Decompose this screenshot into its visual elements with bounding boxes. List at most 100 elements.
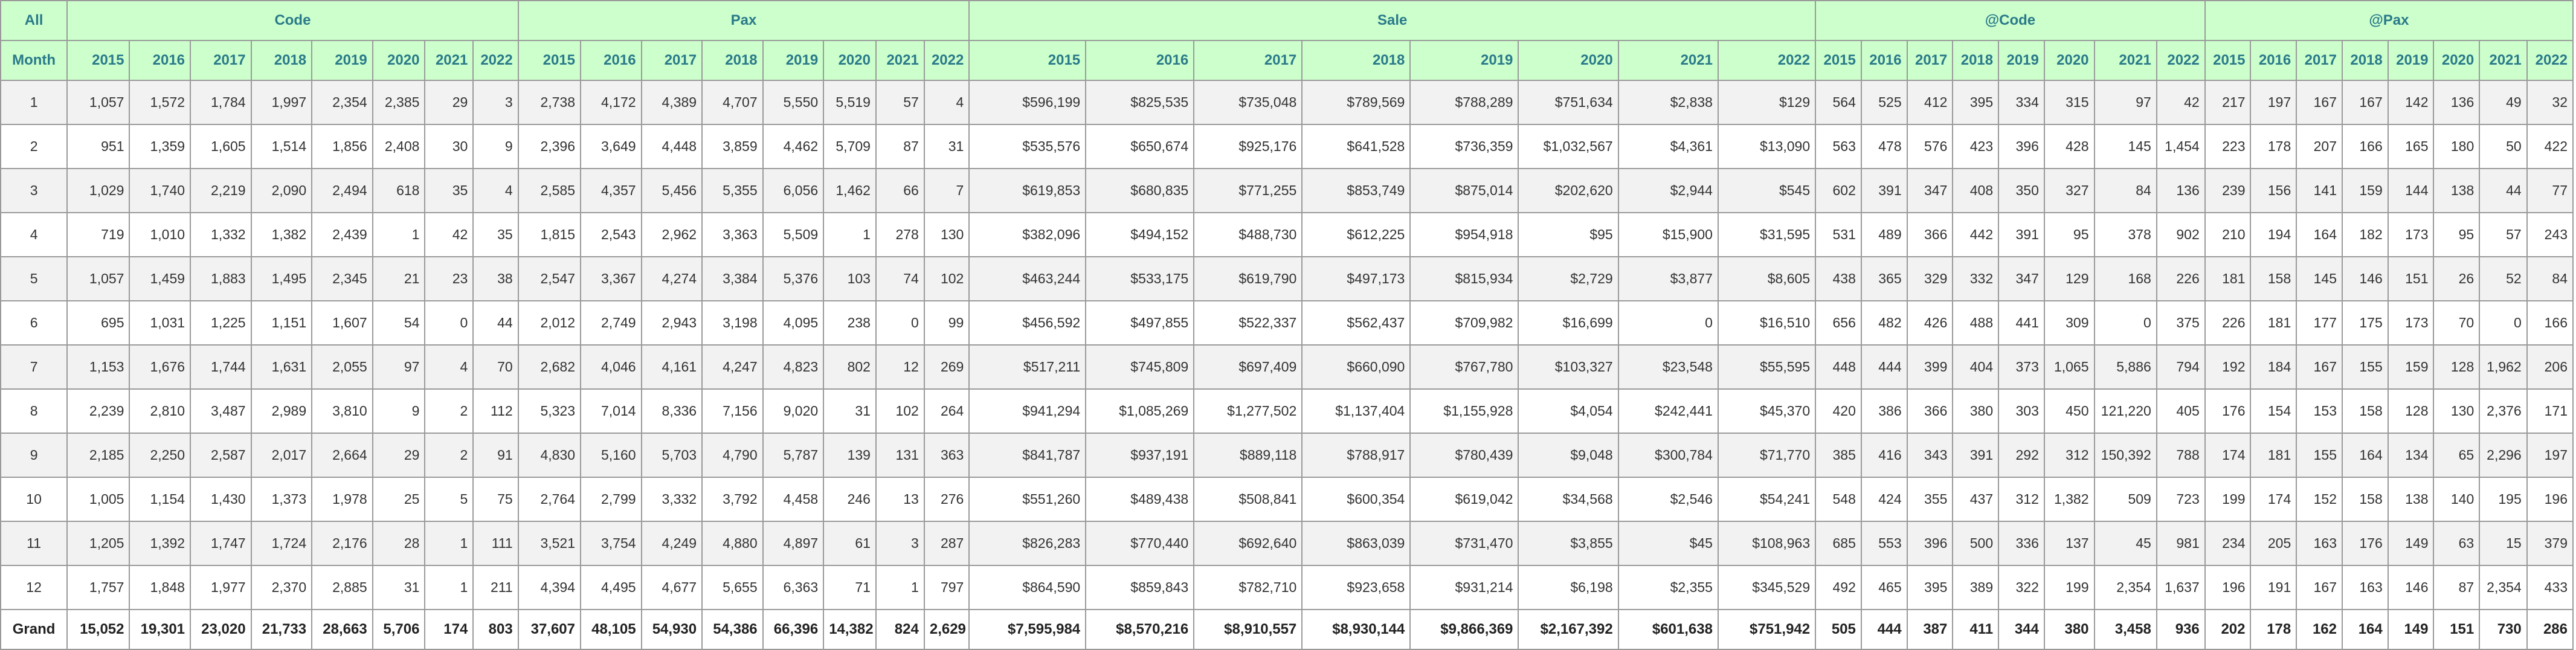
sale-cell: $463,244 bbox=[968, 256, 1087, 301]
year-header-pax-2019[interactable]: 2019 bbox=[762, 40, 825, 81]
apax-cell: 433 bbox=[2526, 565, 2574, 610]
pax-cell: 66,396 bbox=[762, 609, 825, 650]
year-header-sale-2016[interactable]: 2016 bbox=[1085, 40, 1195, 81]
year-header-pax-2018[interactable]: 2018 bbox=[701, 40, 764, 81]
year-header-sale-2022[interactable]: 2022 bbox=[1717, 40, 1817, 81]
year-header-sale-2019[interactable]: 2019 bbox=[1409, 40, 1519, 81]
year-header-pax-2022[interactable]: 2022 bbox=[923, 40, 970, 81]
year-header-code-2022[interactable]: 2022 bbox=[472, 40, 519, 81]
acode-cell: 416 bbox=[1860, 433, 1908, 478]
year-header-pax-2016[interactable]: 2016 bbox=[580, 40, 642, 81]
apax-cell: 152 bbox=[2296, 477, 2343, 522]
sale-cell: $751,634 bbox=[1518, 80, 1619, 125]
sale-cell: $108,963 bbox=[1717, 521, 1817, 566]
sale-cell: $16,699 bbox=[1518, 300, 1619, 346]
pax-cell: 4,677 bbox=[640, 565, 703, 610]
apax-cell: 163 bbox=[2296, 521, 2343, 566]
year-header-acode-2015[interactable]: 2015 bbox=[1815, 40, 1862, 81]
month-header[interactable]: Month bbox=[0, 40, 68, 81]
year-header-pax-2020[interactable]: 2020 bbox=[823, 40, 877, 81]
month-cell: 3 bbox=[0, 168, 68, 213]
acode-cell: 442 bbox=[1952, 212, 2000, 257]
year-header-apax-2021[interactable]: 2021 bbox=[2479, 40, 2528, 81]
year-header-acode-2022[interactable]: 2022 bbox=[2156, 40, 2206, 81]
pax-cell: 4,448 bbox=[640, 124, 703, 169]
year-header-code-2018[interactable]: 2018 bbox=[250, 40, 313, 81]
year-header-acode-2018[interactable]: 2018 bbox=[1952, 40, 2000, 81]
year-header-apax-2015[interactable]: 2015 bbox=[2204, 40, 2252, 81]
year-header-acode-2019[interactable]: 2019 bbox=[1998, 40, 2045, 81]
group-header-pax[interactable]: Pax bbox=[517, 0, 970, 41]
group-header-avg-pax[interactable]: @Pax bbox=[2204, 0, 2574, 41]
acode-cell: 322 bbox=[1998, 565, 2045, 610]
code-cell: 70 bbox=[472, 344, 519, 390]
year-header-code-2015[interactable]: 2015 bbox=[66, 40, 130, 81]
pax-cell: 57 bbox=[875, 80, 925, 125]
year-header-acode-2021[interactable]: 2021 bbox=[2093, 40, 2157, 81]
apax-cell: 95 bbox=[2433, 212, 2481, 257]
year-header-acode-2020[interactable]: 2020 bbox=[2043, 40, 2095, 81]
code-cell: 1,757 bbox=[66, 565, 130, 610]
year-header-acode-2017[interactable]: 2017 bbox=[1906, 40, 1954, 81]
year-header-apax-2018[interactable]: 2018 bbox=[2341, 40, 2389, 81]
year-header-apax-2019[interactable]: 2019 bbox=[2387, 40, 2435, 81]
pax-cell: 71 bbox=[823, 565, 877, 610]
apax-cell: 196 bbox=[2204, 565, 2252, 610]
apax-cell: 197 bbox=[2250, 80, 2297, 125]
code-cell: 1,740 bbox=[129, 168, 192, 213]
acode-cell: 129 bbox=[2043, 256, 2095, 301]
acode-cell: 936 bbox=[2156, 609, 2206, 650]
year-header-pax-2017[interactable]: 2017 bbox=[640, 40, 703, 81]
year-header-sale-2015[interactable]: 2015 bbox=[968, 40, 1087, 81]
year-header-pax-2021[interactable]: 2021 bbox=[875, 40, 925, 81]
acode-cell: 312 bbox=[1998, 477, 2045, 522]
year-header-sale-2017[interactable]: 2017 bbox=[1193, 40, 1303, 81]
table-row: 4 719 1,010 1,332 1,382 2,439 1 42 35 1,815 2,543 2… bbox=[0, 212, 2574, 257]
year-header-code-2019[interactable]: 2019 bbox=[311, 40, 373, 81]
year-header-acode-2016[interactable]: 2016 bbox=[1860, 40, 1908, 81]
acode-cell: 350 bbox=[1998, 168, 2045, 213]
pax-cell: 4,707 bbox=[701, 80, 764, 125]
pax-cell: 797 bbox=[923, 565, 970, 610]
all-header[interactable]: All bbox=[0, 0, 68, 41]
pax-cell: 54,386 bbox=[701, 609, 764, 650]
year-header-apax-2017[interactable]: 2017 bbox=[2296, 40, 2343, 81]
sale-cell: $8,930,144 bbox=[1301, 609, 1411, 650]
acode-cell: 412 bbox=[1906, 80, 1954, 125]
year-header-code-2016[interactable]: 2016 bbox=[129, 40, 192, 81]
acode-cell: 168 bbox=[2093, 256, 2157, 301]
acode-cell: 492 bbox=[1815, 565, 1862, 610]
acode-cell: 332 bbox=[1952, 256, 2000, 301]
sale-cell: $31,595 bbox=[1717, 212, 1817, 257]
pax-cell: 363 bbox=[923, 433, 970, 478]
year-header-code-2020[interactable]: 2020 bbox=[372, 40, 426, 81]
group-header-code[interactable]: Code bbox=[66, 0, 519, 41]
sale-cell: $103,327 bbox=[1518, 344, 1619, 390]
year-header-code-2021[interactable]: 2021 bbox=[424, 40, 474, 81]
code-cell: 1,607 bbox=[311, 300, 373, 346]
code-cell: 1,031 bbox=[129, 300, 192, 346]
sale-cell: $533,175 bbox=[1085, 256, 1195, 301]
year-header-sale-2020[interactable]: 2020 bbox=[1518, 40, 1619, 81]
code-cell: 618 bbox=[372, 168, 426, 213]
sale-cell: $8,605 bbox=[1717, 256, 1817, 301]
code-cell: 28,663 bbox=[311, 609, 373, 650]
acode-cell: 794 bbox=[2156, 344, 2206, 390]
year-header-sale-2021[interactable]: 2021 bbox=[1617, 40, 1719, 81]
pax-cell: 5,509 bbox=[762, 212, 825, 257]
acode-cell: 395 bbox=[1906, 565, 1954, 610]
acode-cell: 391 bbox=[1998, 212, 2045, 257]
year-header-pax-2015[interactable]: 2015 bbox=[517, 40, 582, 81]
group-header-avg-code[interactable]: @Code bbox=[1815, 0, 2206, 41]
month-cell: 8 bbox=[0, 388, 68, 434]
year-header-sale-2018[interactable]: 2018 bbox=[1301, 40, 1411, 81]
sale-cell: $8,570,216 bbox=[1085, 609, 1195, 650]
apax-cell: 164 bbox=[2341, 609, 2389, 650]
year-header-code-2017[interactable]: 2017 bbox=[190, 40, 252, 81]
year-header-apax-2022[interactable]: 2022 bbox=[2526, 40, 2574, 81]
year-header-apax-2016[interactable]: 2016 bbox=[2250, 40, 2297, 81]
table-row: 10 1,005 1,154 1,430 1,373 1,978 25 5 75 2,764 2,7… bbox=[0, 477, 2574, 522]
group-header-sale[interactable]: Sale bbox=[968, 0, 1817, 41]
year-header-apax-2020[interactable]: 2020 bbox=[2433, 40, 2481, 81]
